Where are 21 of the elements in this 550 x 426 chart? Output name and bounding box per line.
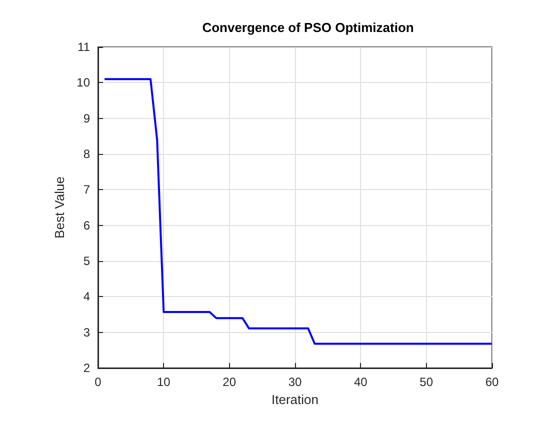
y-axis-title: Best Value — [52, 176, 67, 238]
x-tick-label: 40 — [354, 375, 368, 389]
y-tick-label: 11 — [78, 40, 90, 54]
y-tick-label: 6 — [83, 218, 90, 232]
y-tick-label: 2 — [83, 361, 90, 375]
y-tick-label: 8 — [83, 147, 90, 161]
x-axis-title: Iteration — [272, 392, 318, 407]
x-tick-label: 10 — [156, 375, 171, 389]
y-tick-label: 5 — [83, 254, 90, 268]
x-tick-label: 60 — [485, 375, 499, 389]
chart-title: Convergence of PSO Optimization — [202, 20, 414, 35]
y-tick-label: 7 — [83, 182, 90, 197]
x-tick-label: 0 — [94, 375, 102, 389]
line-series — [104, 78, 493, 345]
x-tick-label: 50 — [420, 375, 434, 389]
y-tick-label: 9 — [83, 111, 90, 126]
x-tick-label: 20 — [222, 375, 236, 389]
y-tick-label: 10 — [76, 76, 90, 90]
y-tick-label: 4 — [83, 290, 90, 304]
y-tick-label: 3 — [83, 325, 90, 340]
x-tick-label: 30 — [288, 375, 302, 389]
